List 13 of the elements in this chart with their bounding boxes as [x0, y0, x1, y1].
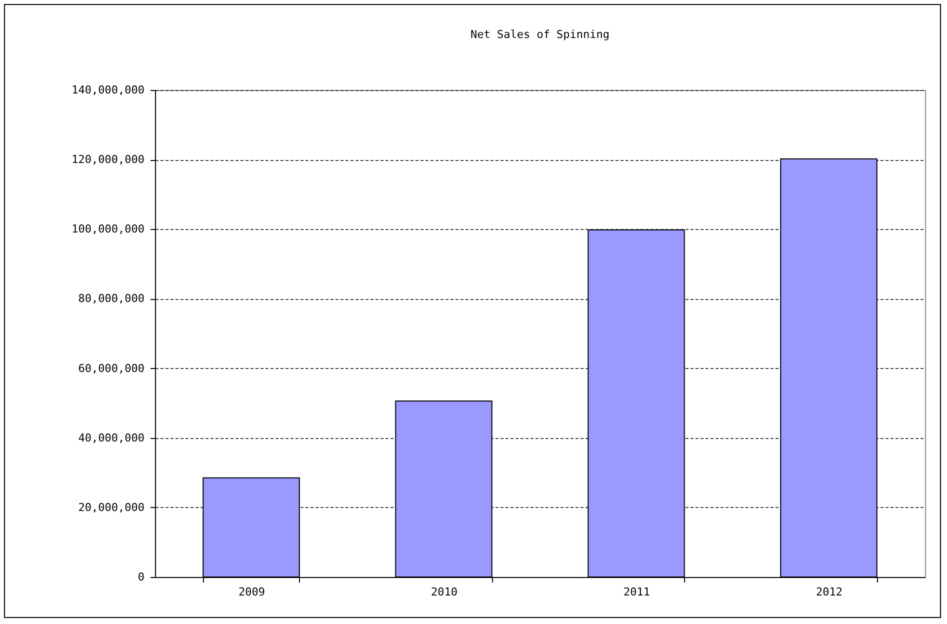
chart-title: Net Sales of Spinning	[470, 28, 610, 41]
y-tick-label: 40,000,000	[78, 431, 144, 444]
y-tick-label: 80,000,000	[78, 292, 144, 306]
y-tick-label: 100,000,000	[72, 222, 144, 236]
x-tick-label: 2012	[816, 586, 842, 598]
y-tick-label: 0	[138, 570, 144, 584]
y-tick-label: 60,000,000	[78, 362, 144, 375]
x-tick-label: 2011	[624, 586, 650, 598]
y-tick-label: 20,000,000	[78, 500, 144, 514]
x-tick-label: 2009	[238, 586, 265, 598]
y-tick-label: 120,000,000	[72, 153, 144, 166]
y-tick-label: 140,000,000	[72, 84, 144, 96]
x-tick-label: 2010	[431, 586, 458, 598]
